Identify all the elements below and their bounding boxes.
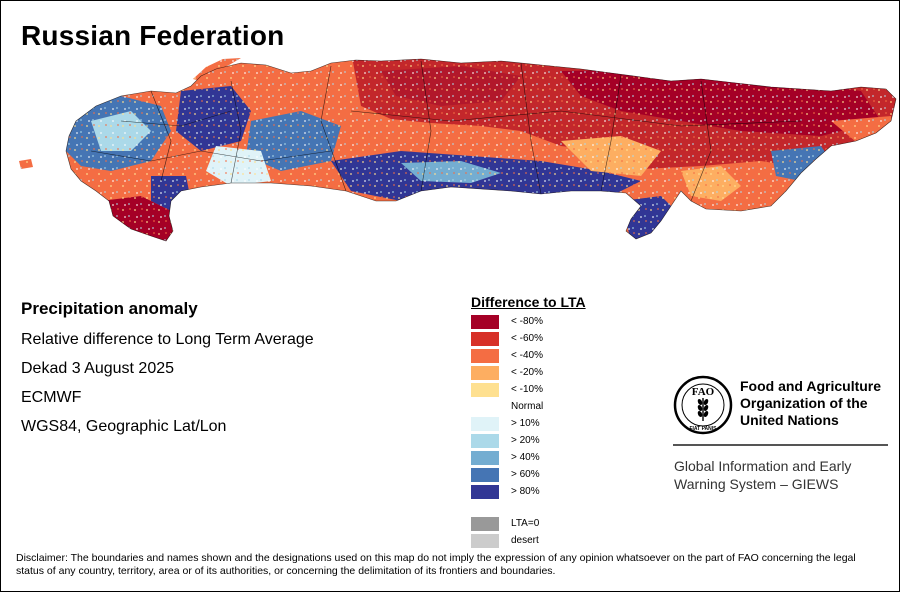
legend-item: < -10%	[471, 382, 611, 399]
giews-name: Global Information and Early Warning Sys…	[674, 457, 851, 493]
precipitation-anomaly-map	[19, 58, 897, 242]
legend-item: > 20%	[471, 433, 611, 450]
legend-item: > 60%	[471, 467, 611, 484]
legend-item: > 10%	[471, 416, 611, 433]
legend-swatch	[471, 332, 499, 346]
wheat-icon	[697, 398, 709, 421]
fao-name-line: Food and Agriculture	[740, 378, 882, 394]
legend-label: > 20%	[511, 435, 540, 446]
legend-item: < -80%	[471, 314, 611, 331]
map-subtitle: Precipitation anomaly	[21, 299, 198, 318]
legend-label: < -60%	[511, 333, 543, 344]
legend-item: < -40%	[471, 348, 611, 365]
legend-item: < -60%	[471, 331, 611, 348]
info-line-period: Dekad 3 August 2025	[21, 360, 175, 377]
legend-label: < -40%	[511, 350, 543, 361]
legend-swatch	[471, 366, 499, 380]
fao-name-line: Organization of the	[740, 395, 868, 411]
legend-swatch	[471, 417, 499, 431]
legend-item: desert	[471, 533, 611, 550]
legend-item: > 80%	[471, 484, 611, 501]
divider	[673, 444, 888, 446]
legend-swatch	[471, 315, 499, 329]
fao-name-line: United Nations	[740, 412, 839, 428]
fao-logo: FAO FIAT PANIS	[673, 375, 733, 435]
legend-swatch	[471, 534, 499, 548]
fao-name: Food and Agriculture Organization of the…	[740, 378, 881, 429]
legend-label-normal: Normal	[511, 401, 544, 412]
legend-label: > 10%	[511, 418, 540, 429]
legend: Difference to LTA < -80% < -60% < -40% <…	[471, 294, 611, 550]
legend-swatch	[471, 383, 499, 397]
legend-label: > 80%	[511, 486, 540, 497]
legend-label: > 60%	[511, 469, 540, 480]
legend-swatch	[471, 517, 499, 531]
legend-swatch	[471, 349, 499, 363]
legend-item: LTA=0	[471, 516, 611, 533]
giews-line: Warning System – GIEWS	[674, 476, 839, 492]
legend-label: < -10%	[511, 384, 543, 395]
legend-title: Difference to LTA	[471, 294, 586, 310]
legend-item: < -20%	[471, 365, 611, 382]
legend-item-normal: Normal	[471, 399, 611, 416]
legend-swatch	[471, 468, 499, 482]
legend-label: LTA=0	[511, 518, 540, 529]
fao-logo-motto: FIAT PANIS	[689, 426, 717, 432]
disclaimer: Disclaimer: The boundaries and names sho…	[16, 552, 856, 577]
legend-swatch	[471, 434, 499, 448]
info-line-description: Relative difference to Long Term Average	[21, 331, 314, 348]
legend-label: > 40%	[511, 452, 540, 463]
info-line-projection: WGS84, Geographic Lat/Lon	[21, 418, 227, 435]
legend-label: desert	[511, 535, 539, 546]
legend-swatch	[471, 451, 499, 465]
map-info: Precipitation anomaly Relative differenc…	[21, 299, 314, 447]
legend-swatch	[471, 485, 499, 499]
legend-label: < -20%	[511, 367, 543, 378]
legend-label: < -80%	[511, 316, 543, 327]
info-line-source: ECMWF	[21, 389, 82, 406]
map-title: Russian Federation	[21, 20, 285, 51]
giews-line: Global Information and Early	[674, 458, 852, 474]
legend-item: > 40%	[471, 450, 611, 467]
fao-logo-letters: FAO	[692, 386, 715, 398]
